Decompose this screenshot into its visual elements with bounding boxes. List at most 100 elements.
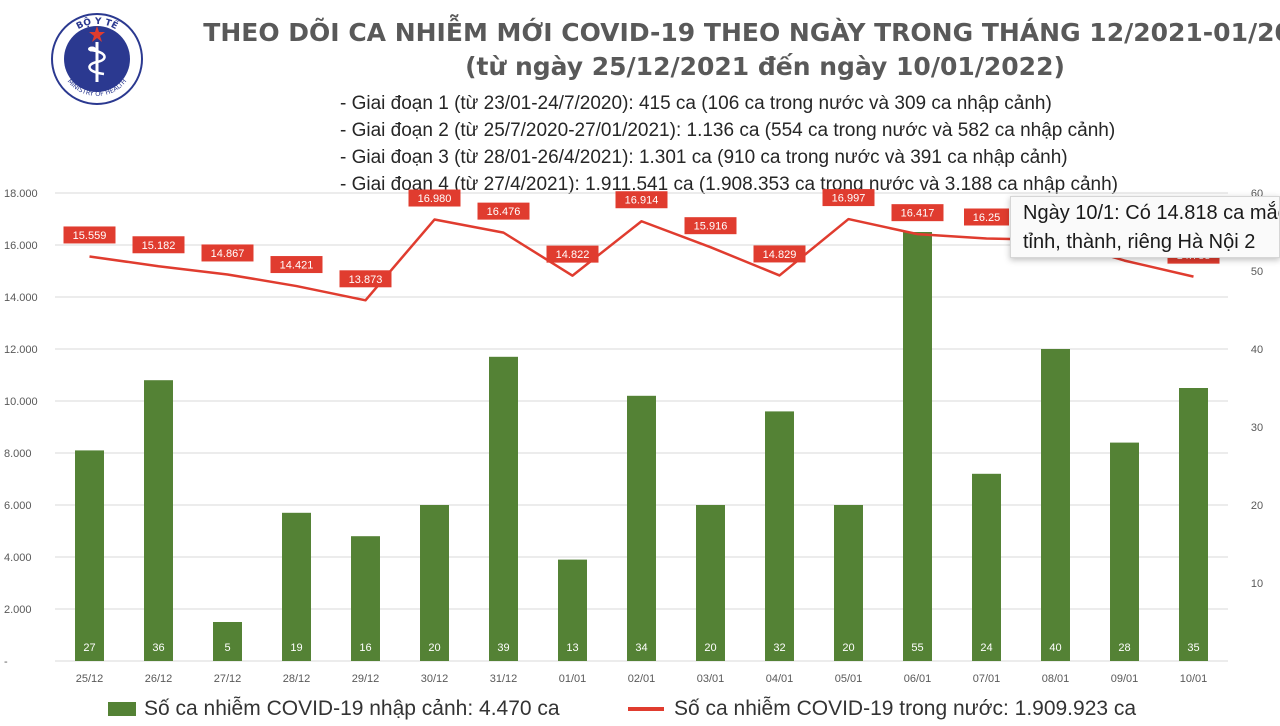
- chart-title: THEO DÕI CA NHIỄM MỚI COVID-19 THEO NGÀY…: [203, 18, 1280, 47]
- line-value-label-bg: [684, 217, 737, 235]
- phase-summary: - Giai đoạn 1 (từ 23/01-24/7/2020): 415 …: [340, 90, 1118, 198]
- x-tick-label: 05/01: [835, 673, 863, 685]
- y-right-tick-label: 10: [1251, 578, 1263, 590]
- y-left-tick-label: 14.000: [4, 292, 38, 304]
- phase-4: - Giai đoạn 4 (từ 27/4/2021): 1.911.541 …: [340, 174, 1118, 195]
- bar-value-label: 20: [704, 642, 716, 654]
- line-value-label: 14.421: [280, 260, 314, 272]
- bar: [972, 473, 1001, 661]
- bar: [144, 380, 173, 661]
- tooltip-line-1: Ngày 10/1: Có 14.818 ca mắc mới: [1023, 202, 1279, 224]
- legend-bar-label: Số ca nhiễm COVID-19 nhập cảnh: 4.470 ca: [144, 697, 560, 720]
- bar-value-label: 39: [497, 642, 509, 654]
- y-left-tick-label: 4.000: [4, 552, 32, 564]
- line-value-label: 16.997: [832, 193, 866, 205]
- line-series: [89, 217, 1194, 302]
- x-tick-label: 02/01: [628, 673, 656, 685]
- x-tick-label: 28/12: [283, 673, 311, 685]
- y-left-tick-label: -: [4, 656, 8, 668]
- line-value-label: 16.25: [973, 212, 1001, 224]
- y-left-tick-label: 10.000: [4, 396, 38, 408]
- line-value-label-bg: [339, 270, 392, 288]
- x-tick-label: 25/12: [76, 673, 104, 685]
- tooltip-popup: Ngày 10/1: Có 14.818 ca mắc mới tỉnh, th…: [1010, 196, 1280, 258]
- svg-text:BỘ Y TẾ: BỘ Y TẾ: [75, 16, 121, 32]
- x-tick-label: 03/01: [697, 673, 725, 685]
- x-tick-label: 31/12: [490, 673, 518, 685]
- line-value-label: 16.914: [625, 195, 659, 207]
- bar: [696, 505, 725, 661]
- line-value-label: 15.916: [694, 221, 728, 233]
- bar: [1179, 388, 1208, 661]
- line-value-label-bg: [270, 256, 323, 274]
- line-value-label-bg: [964, 208, 1009, 226]
- bar-value-label: 20: [428, 642, 440, 654]
- bar: [903, 232, 932, 661]
- ministry-logo: BỘ Y TẾ MINISTRY OF HEALTH: [51, 13, 143, 105]
- line-value-label-bg: [477, 202, 530, 220]
- line-value-label: 15.559: [73, 230, 107, 242]
- x-tick-label: 09/01: [1111, 673, 1139, 685]
- legend-line-label: Số ca nhiễm COVID-19 trong nước: 1.909.9…: [674, 697, 1137, 720]
- bar: [213, 622, 242, 661]
- line-value-label: 16.476: [487, 206, 521, 218]
- bar: [834, 505, 863, 661]
- chart-subtitle: (từ ngày 25/12/2021 đến ngày 10/01/2022): [465, 52, 1065, 81]
- bar-value-label: 16: [359, 642, 371, 654]
- x-tick-label: 26/12: [145, 673, 173, 685]
- bar: [75, 450, 104, 661]
- bar: [351, 536, 380, 661]
- y-left-tick-label: 6.000: [4, 500, 32, 512]
- bar: [627, 395, 656, 661]
- line-value-label-bg: [132, 236, 185, 254]
- bar-value-label: 27: [83, 642, 95, 654]
- phase-2: - Giai đoạn 2 (từ 25/7/2020-27/01/2021):…: [340, 120, 1116, 141]
- tooltip-line-2: tỉnh, thành, riêng Hà Nội 2: [1023, 231, 1256, 253]
- x-tick-label: 01/01: [559, 673, 587, 685]
- bar: [558, 559, 587, 661]
- line-value-label-bg: [753, 245, 806, 263]
- line-value-label-bg: [615, 191, 668, 209]
- y-right-tick-label: 40: [1251, 344, 1263, 356]
- x-tick-label: 08/01: [1042, 673, 1070, 685]
- y-right-tick-label: 50: [1251, 266, 1263, 278]
- y-right-tick-label: 30: [1251, 422, 1263, 434]
- y-left-tick-label: 2.000: [4, 604, 32, 616]
- phase-3: - Giai đoạn 3 (từ 28/01-26/4/2021): 1.30…: [340, 147, 1068, 168]
- bar-value-label: 20: [842, 642, 854, 654]
- bar-value-label: 24: [980, 642, 992, 654]
- bar: [282, 512, 311, 661]
- x-tick-label: 06/01: [904, 673, 932, 685]
- legend-bar: Số ca nhiễm COVID-19 nhập cảnh: 4.470 ca: [108, 694, 560, 724]
- legend-line-swatch: [628, 707, 664, 711]
- x-tick-label: 07/01: [973, 673, 1001, 685]
- chart-title-block: THEO DÕI CA NHIỄM MỚI COVID-19 THEO NGÀY…: [150, 16, 1280, 84]
- line-value-label: 16.980: [418, 193, 452, 205]
- bar: [765, 411, 794, 661]
- x-tick-label: 27/12: [214, 673, 242, 685]
- bar: [1110, 442, 1139, 661]
- bar-value-label: 55: [911, 642, 923, 654]
- x-tick-label: 29/12: [352, 673, 380, 685]
- y-right-tick-label: 20: [1251, 500, 1263, 512]
- bar: [489, 356, 518, 661]
- bar-value-label: 36: [152, 642, 164, 654]
- phase-1: - Giai đoạn 1 (từ 23/01-24/7/2020): 415 …: [340, 93, 1052, 114]
- x-tick-label: 04/01: [766, 673, 794, 685]
- line-value-label: 13.873: [349, 274, 383, 286]
- y-left-tick-label: 18.000: [4, 188, 38, 200]
- x-tick-label: 10/01: [1180, 673, 1208, 685]
- line-value-label: 14.822: [556, 249, 590, 261]
- bar-value-label: 19: [290, 642, 302, 654]
- bar-value-label: 5: [224, 642, 230, 654]
- line-value-label: 14.829: [763, 249, 797, 261]
- bar-value-label: 28: [1118, 642, 1130, 654]
- line-value-label-bg: [408, 189, 461, 207]
- legend-line: Số ca nhiễm COVID-19 trong nước: 1.909.9…: [628, 694, 1136, 724]
- bar-value-label: 40: [1049, 642, 1061, 654]
- bar-value-label: 35: [1187, 642, 1199, 654]
- line-value-label-bg: [546, 245, 599, 263]
- line-value-label-bg: [201, 244, 254, 262]
- line-value-label-bg: [63, 226, 116, 244]
